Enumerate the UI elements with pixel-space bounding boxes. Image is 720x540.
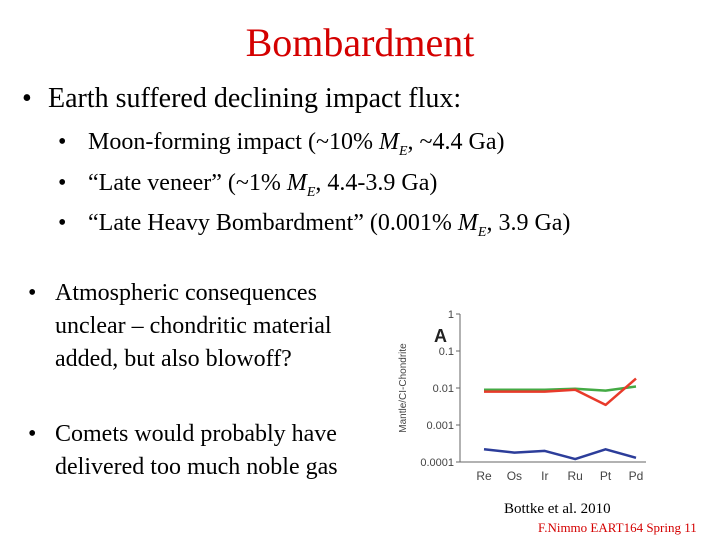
bullet-glyph: • bbox=[58, 170, 67, 196]
y-tick-label: 0.001 bbox=[426, 420, 454, 432]
hse-abundance-chart: 1 0.1 0.01 0.001 0.0001 Mantle/CI-Chondrite A R… bbox=[398, 309, 646, 483]
bullet-glyph: • bbox=[58, 210, 67, 236]
series-line-2 bbox=[484, 377, 637, 407]
bullet-glyph: • bbox=[28, 280, 37, 306]
slide-title: Bombardment bbox=[245, 20, 475, 65]
bullet-glyph: • bbox=[22, 83, 32, 114]
x-tick-label: Pt bbox=[600, 469, 612, 483]
bullet-text: Comets would probably have delivered too… bbox=[55, 421, 338, 480]
slide-footer: F.Nimmo EART164 Spring 11 bbox=[538, 520, 697, 535]
y-tick-label: 0.0001 bbox=[420, 457, 454, 469]
y-tick-label: 0.1 bbox=[439, 346, 454, 358]
x-tick-label: Ru bbox=[568, 469, 583, 483]
bullet-text: Earth suffered declining impact flux: bbox=[48, 83, 462, 114]
sub-bullet-text: “Late veneer” (~1% ME, 4.4-3.9 Ga) bbox=[88, 170, 438, 200]
bullet-text: Atmospheric consequences unclear – chond… bbox=[55, 280, 332, 372]
bullet-glyph: • bbox=[28, 421, 37, 447]
x-tick-label: Re bbox=[476, 469, 492, 483]
x-tick-label: Pd bbox=[629, 469, 644, 483]
series-line-1 bbox=[484, 385, 637, 392]
sub-bullet-text: “Late Heavy Bombardment” (0.001% ME, 3.9… bbox=[88, 210, 571, 240]
y-tick-label: 0.01 bbox=[433, 383, 454, 395]
bullet-glyph: • bbox=[58, 129, 67, 155]
panel-label: A bbox=[434, 326, 447, 346]
x-tick-label: Ir bbox=[541, 469, 548, 483]
series-line-3 bbox=[483, 448, 637, 461]
y-tick-label: 1 bbox=[448, 309, 454, 321]
figure-credit: Bottke et al. 2010 bbox=[504, 501, 611, 517]
x-tick-label: Os bbox=[507, 469, 522, 483]
y-axis-label: Mantle/CI-Chondrite bbox=[398, 343, 409, 433]
sub-bullet-text: Moon-forming impact (~10% ME, ~4.4 Ga) bbox=[88, 129, 505, 159]
